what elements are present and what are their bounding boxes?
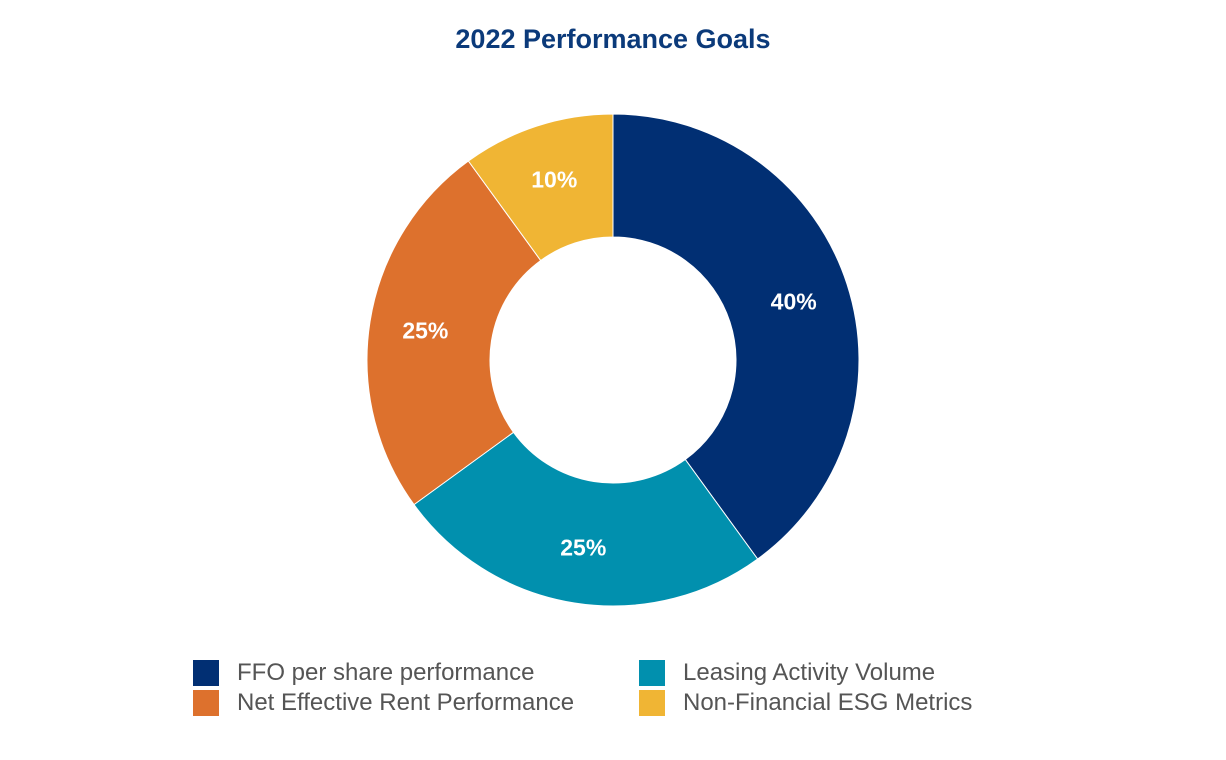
legend-item-ffo: FFO per share performance	[193, 659, 639, 686]
legend-label-net-effective-rent: Net Effective Rent Performance	[237, 689, 575, 716]
legend-label-ffo: FFO per share performance	[237, 659, 535, 686]
legend-item-esg: Non-Financial ESG Metrics	[639, 689, 1039, 716]
slice-label-3: 25%	[402, 317, 448, 343]
legend-swatch-ffo	[193, 660, 219, 686]
chart-legend: FFO per share performance Leasing Activi…	[193, 659, 1033, 716]
slice-labels: 40% 25% 25% 10%	[402, 166, 816, 560]
donut-slice-2	[413, 431, 759, 607]
donut-slice-4	[467, 113, 614, 262]
slice-label-2: 25%	[560, 535, 606, 561]
legend-label-esg: Non-Financial ESG Metrics	[683, 689, 973, 716]
legend-swatch-esg	[639, 690, 665, 716]
slice-label-1: 40%	[771, 288, 817, 314]
slice-label-4: 10%	[531, 166, 577, 192]
donut-slice-1	[612, 113, 860, 560]
chart-title: 2022 Performance Goals	[455, 24, 771, 54]
legend-swatch-leasing	[639, 660, 665, 686]
donut-slice-3	[366, 160, 542, 506]
legend-swatch-net-effective-rent	[193, 690, 219, 716]
legend-item-net-effective-rent: Net Effective Rent Performance	[193, 689, 639, 716]
donut-slices	[366, 113, 860, 607]
legend-label-leasing: Leasing Activity Volume	[683, 659, 936, 686]
legend-item-leasing: Leasing Activity Volume	[639, 659, 1039, 686]
